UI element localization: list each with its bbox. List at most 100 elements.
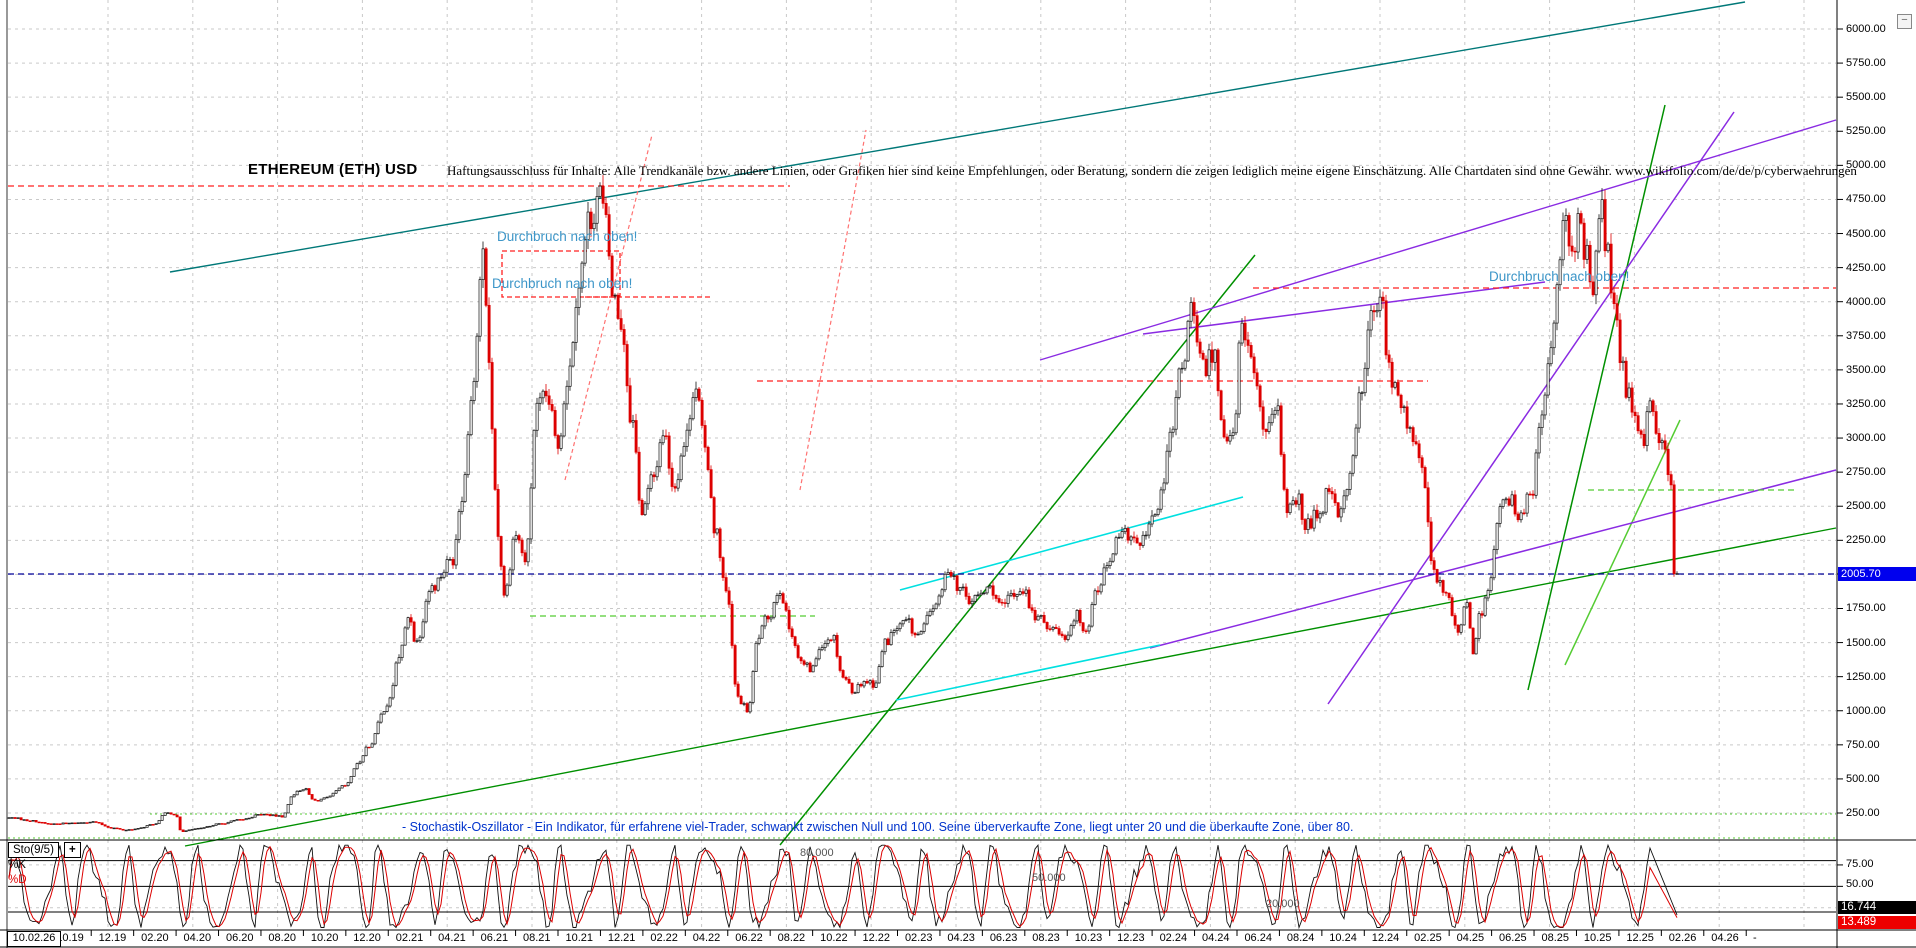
price-axis-label: 2750.00 [1846,466,1886,479]
price-axis-label: 5000.00 [1846,159,1886,172]
date-axis-label: 08.23 [1032,932,1060,944]
annotation-breakout-2: Durchbruch nach oben! [492,276,633,291]
date-axis-label: 06.23 [989,932,1018,944]
k-line [8,843,1678,930]
price-axis-label: 3000.00 [1846,432,1886,445]
price-axis-label: 1750.00 [1846,602,1886,615]
price-axis-label: 5500.00 [1846,91,1886,104]
sto-axis-label-50: 50.00 [1846,878,1874,890]
date-axis-label: 06.22 [735,932,763,944]
date-axis-label: 02.23 [904,932,933,944]
collapse-button[interactable]: − [1897,14,1912,29]
date-axis-label: 10.21 [565,932,593,944]
date-axis-label: 12.25 [1626,932,1654,944]
d-series-label: %D [8,874,27,886]
date-axis-label: 10.20 [310,932,339,944]
date-axis-label: 02.22 [650,932,678,944]
sto-level-20-label: 20.000 [1266,898,1300,910]
trendline[interactable] [564,134,653,481]
price-axis-label: 500.00 [1846,772,1880,785]
date-axis-label: 08.20 [268,932,296,944]
stochastic-description: - Stochastik-Oszillator - Ein Indikator,… [402,820,1354,834]
date-axis-label: 12.23 [1117,932,1145,944]
indicator-add-button[interactable]: + [64,842,81,858]
current-price-label: 2005.70 [1838,567,1916,581]
price-axis-label: 1500.00 [1846,636,1886,649]
price-axis-label: 4500.00 [1846,227,1886,240]
disclaimer-text: Haftungsausschluss für Inhalte: Alle Tre… [447,163,1857,178]
price-axis-label: 750.00 [1846,738,1880,751]
price-axis-label: 5750.00 [1846,57,1886,70]
trendline[interactable] [895,644,1161,701]
k-series-label: %K [8,859,26,871]
price-axis-label: 5250.00 [1846,125,1886,138]
trendline[interactable] [1142,281,1546,335]
date-axis-label: 02.25 [1414,932,1442,944]
trendline[interactable] [169,1,1746,273]
date-axis-label: 12.20 [353,932,381,944]
date-axis-label: 06.20 [225,932,254,944]
price-axis-label: 6000.00 [1846,23,1886,35]
d-value-box: 13.489 [1838,916,1916,929]
date-axis-label: 12.22 [862,932,891,944]
trendline[interactable] [1527,104,1666,691]
chart-title: ETHEREUM (ETH) USD [248,161,418,178]
date-axis-label: 10.25 [1583,932,1612,944]
price-axis-label: 1250.00 [1846,670,1886,683]
date-axis-label: 06.25 [1499,932,1527,944]
price-axis-label: 2250.00 [1846,534,1886,547]
date-axis-label: 02.24 [1159,932,1188,944]
sto-level-50-label: 50.000 [1032,872,1066,884]
date-axis-label: 08.21 [523,932,551,944]
price-axis-label: 3250.00 [1846,397,1886,410]
date-axis-label: 02.20 [141,932,169,944]
trendline[interactable] [799,129,867,491]
trendline[interactable] [184,527,1837,847]
date-axis-label: 04.22 [692,932,721,944]
price-axis-label: 2500.00 [1846,500,1886,513]
trendline[interactable] [1039,119,1837,361]
trendline[interactable] [779,254,1256,846]
date-axis-label: 10.22 [820,932,848,944]
price-axis-label: 250.00 [1846,807,1880,819]
price-axis-label: 1000.00 [1846,704,1886,717]
date-axis-label: 04.24 [1202,932,1230,944]
annotation-breakout-3: Durchbruch nach oben! [1489,269,1630,284]
price-axis-label: 3500.00 [1846,363,1886,376]
date-axis-label: 04.21 [438,932,466,944]
date-axis-label: 04.25 [1456,932,1485,944]
date-axis-label: 08.24 [1286,932,1315,944]
price-axis-label: 4250.00 [1846,261,1886,274]
date-axis-label: 08.22 [777,932,806,944]
date-axis-label: 04.26 [1711,932,1739,944]
date-axis-label: 04.20 [183,932,212,944]
stochastic-panel [8,843,1836,930]
trendline[interactable] [1327,111,1735,705]
date-axis-label: 08.25 [1541,932,1570,944]
date-axis-end-dash: - [1753,932,1757,944]
trendline[interactable] [1564,419,1681,666]
date-axis-label: 10.19 [56,932,84,944]
grid [8,0,1836,930]
date-axis-label: 12.24 [1371,932,1400,944]
sto-level-80-label: 80.000 [800,847,834,859]
cursor-date-box: 10.02.26 [7,931,61,947]
date-axis-label: 06.21 [480,932,509,944]
date-axis-label: 04.23 [947,932,975,944]
date-axis-label: 10.23 [1074,932,1103,944]
trendline[interactable] [501,250,621,298]
annotation-breakout-1: Durchbruch nach oben! [497,229,638,244]
date-axis-label: 12.19 [98,932,127,944]
date-axis-label: 10.24 [1329,932,1357,944]
indicator-name-button[interactable]: Sto(9/5) [8,842,59,858]
candlestick-series [7,175,1679,832]
d-line [8,845,1678,928]
date-axis-label: 12.21 [607,932,636,944]
price-axis-label: 3750.00 [1846,329,1886,342]
date-axis-label: 06.24 [1244,932,1272,944]
k-value-box: 16.744 [1838,901,1916,914]
price-axis-label: 4750.00 [1846,193,1886,206]
